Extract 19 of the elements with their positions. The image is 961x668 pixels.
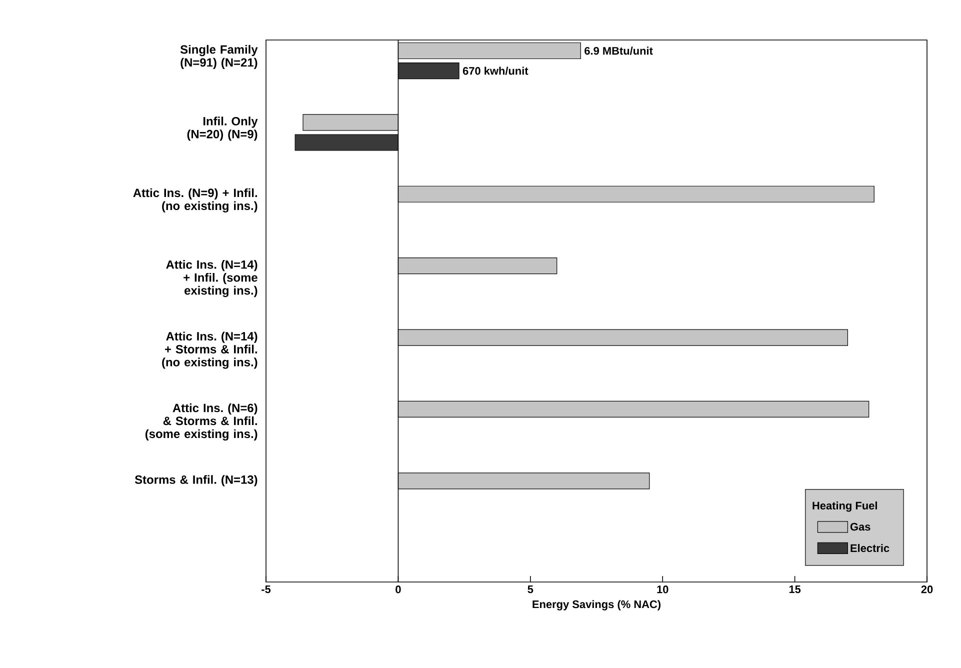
legend-label: Gas (850, 522, 870, 531)
x-tick-label: -5 (262, 586, 271, 594)
x-tick-label: 5 (528, 586, 534, 594)
y-tick-label: Single Family (N=91) (N=21) (180, 44, 258, 70)
y-tick-label: Attic Ins. (N=14) + Storms & Infil. (no existing ins.) (162, 332, 258, 369)
y-tick-label: Storms & Infil. (N=13) (134, 475, 258, 486)
x-tick-label: 10 (657, 586, 668, 594)
x-axis-title: Energy Savings (% NAC) (532, 600, 660, 610)
x-tick-label: 15 (789, 586, 801, 594)
legend-title: Heating Fuel (812, 501, 877, 512)
legend-label: Electric (850, 544, 890, 552)
y-tick-label: Attic Ins. (N=9) + Infil. (no existing ins.) (133, 188, 258, 212)
y-tick-label: Infil. Only (N=20) (N=9) (187, 116, 258, 141)
annotation: 670 kwh/unit (462, 66, 528, 75)
x-tick-label: 20 (921, 586, 933, 594)
y-tick-label: Attic Ins. (N=6) & Storms & Infil. (some existing ins.) (145, 403, 258, 441)
y-tick-label: Attic Ins. (N=14) + Infil. (some existing ins.) (166, 260, 258, 298)
x-tick-label: 0 (396, 586, 401, 594)
annotation: 6.9 MBtu/unit (584, 46, 653, 55)
